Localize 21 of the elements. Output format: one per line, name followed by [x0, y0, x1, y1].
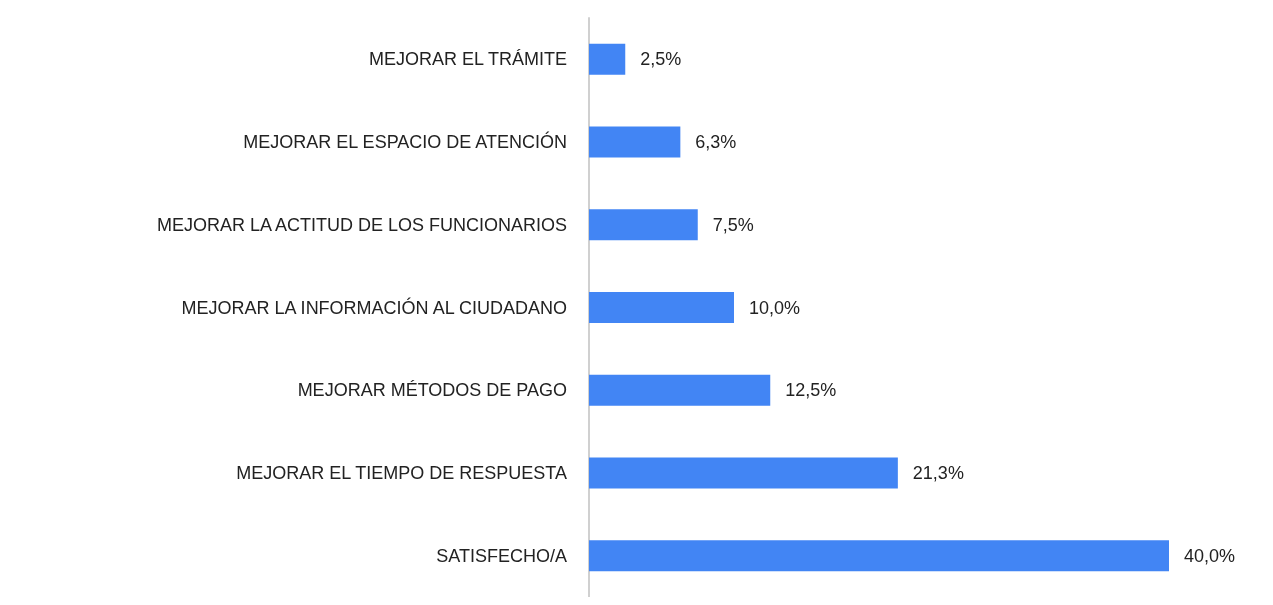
- y-tick-label: MEJORAR EL ESPACIO DE ATENCIÓN: [243, 131, 567, 153]
- bar: [589, 457, 898, 489]
- y-tick-label: MEJORAR EL TRÁMITE: [368, 49, 567, 70]
- data-label: 40,0%: [1184, 545, 1236, 566]
- bar: [589, 43, 626, 75]
- bar: [589, 292, 734, 323]
- bar: [589, 126, 681, 158]
- y-tick-label: MEJORAR MÉTODOS DE PAGO: [297, 380, 567, 401]
- y-tick-label: SATISFECHO/A: [436, 545, 567, 566]
- data-label: 12,5%: [785, 380, 837, 401]
- data-label: 2,5%: [640, 49, 682, 70]
- data-label: 6,3%: [695, 132, 737, 153]
- data-label: 21,3%: [912, 462, 964, 483]
- bar: [589, 209, 698, 241]
- y-tick-label: MEJORAR EL TIEMPO DE RESPUESTA: [236, 462, 567, 483]
- data-label: 10,0%: [749, 297, 801, 318]
- y-tick-label: MEJORAR LA INFORMACIÓN AL CIUDADANO: [181, 296, 567, 318]
- y-tick-label: MEJORAR LA ACTITUD DE LOS FUNCIONARIOS: [156, 214, 567, 235]
- data-label: 7,5%: [712, 214, 754, 235]
- bar: [589, 540, 1169, 572]
- bar: [589, 374, 771, 406]
